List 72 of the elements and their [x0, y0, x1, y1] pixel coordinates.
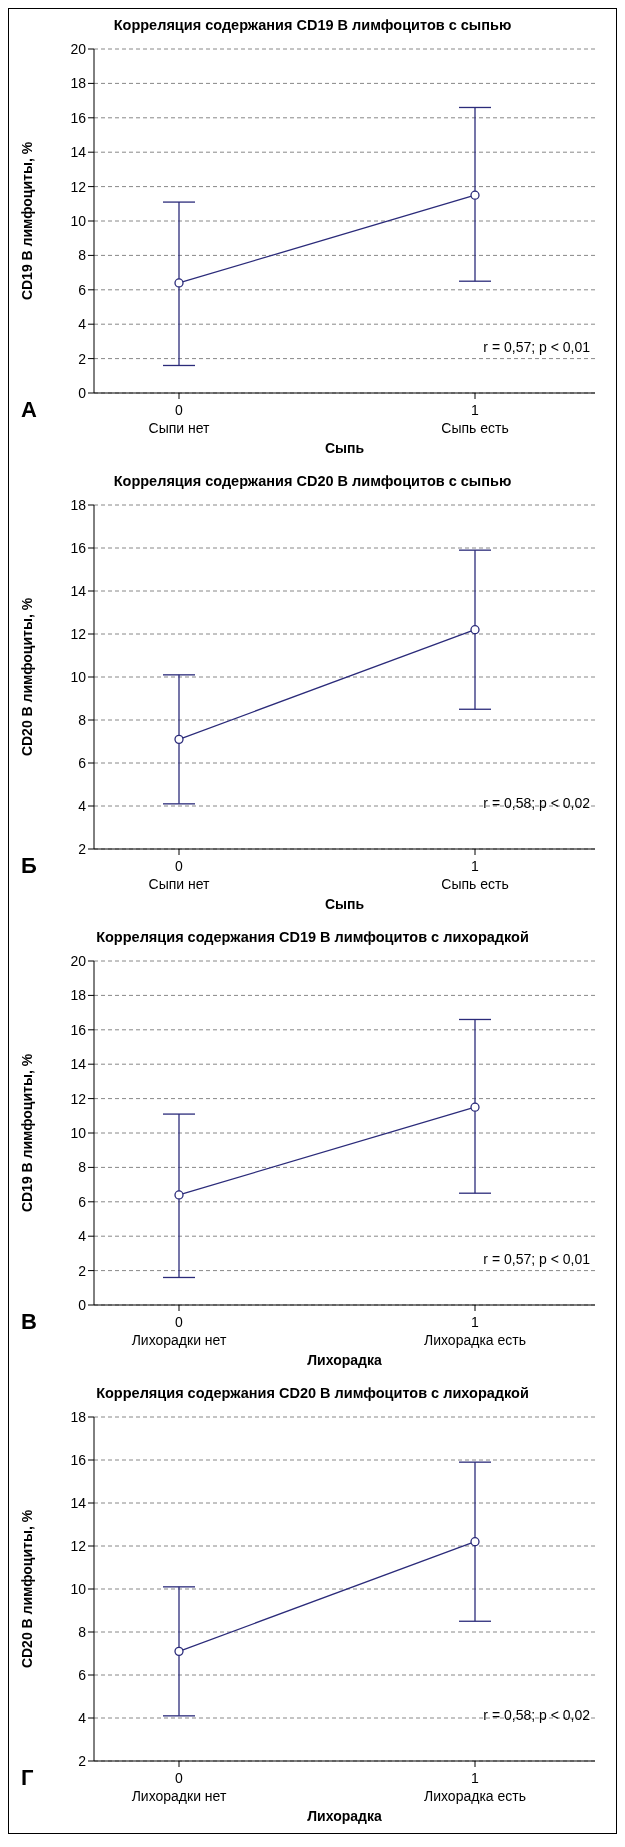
y-tick-label: 14 — [70, 1056, 87, 1073]
text: Сыпи нет — [148, 420, 211, 436]
text: Лихорадки нет — [131, 1788, 227, 1804]
y-axis-title: CD19 В лимфоциты, % — [18, 141, 35, 301]
y-tick-label: 2 — [78, 1752, 87, 1769]
x-axis-title: Лихорадка — [307, 1808, 382, 1824]
text: Сыпи нет — [148, 876, 211, 892]
y-tick-label: 16 — [70, 1021, 87, 1038]
annotation: r = 0,58; p < 0,02 — [483, 795, 590, 811]
y-tick-label: 10 — [70, 1580, 87, 1597]
y-tick-label: 18 — [70, 987, 87, 1004]
y-tick-label: 10 — [70, 212, 87, 229]
text: Г — [21, 1765, 34, 1791]
y-tick-label: 2 — [78, 840, 87, 857]
y-axis-title: CD19 В лимфоциты, % — [18, 1053, 35, 1213]
y-tick-label: 16 — [70, 1451, 87, 1468]
x-axis-title: Сыпь — [324, 440, 365, 456]
text: В — [21, 1309, 37, 1335]
y-tick-label: 8 — [78, 247, 87, 264]
x-tick-label: 1 — [471, 858, 480, 874]
y-tick-label: 20 — [70, 952, 87, 969]
y-tick-label: 4 — [78, 797, 87, 814]
y-tick-label: 8 — [78, 711, 87, 728]
text: Лихорадка есть — [424, 1788, 526, 1804]
text: Лихорадки нет — [131, 1332, 227, 1348]
text: Б — [21, 853, 37, 879]
x-tick-label: 1 — [471, 402, 480, 418]
y-tick-label: 16 — [70, 109, 87, 126]
x-axis-title: Сыпь — [324, 896, 365, 912]
y-tick-label: 20 — [70, 40, 87, 57]
x-tick-label: 1 — [471, 1770, 480, 1786]
annotation: r = 0,57; p < 0,01 — [483, 1251, 590, 1267]
y-tick-label: 14 — [70, 144, 87, 161]
chart-title: Корреляция содержания CD20 В лимфоцитов с сыпью — [112, 472, 513, 491]
y-tick-label: 6 — [78, 754, 87, 771]
y-tick-label: 6 — [78, 1193, 87, 1210]
y-tick-label: 0 — [78, 384, 87, 401]
text: Сыпь есть — [441, 876, 509, 892]
y-tick-label: 16 — [70, 539, 87, 556]
y-tick-label: 6 — [78, 281, 87, 298]
y-tick-label: 14 — [70, 1494, 87, 1511]
y-tick-label: 10 — [70, 668, 87, 685]
y-tick-label: 12 — [70, 1090, 87, 1107]
text: Лихорадка есть — [424, 1332, 526, 1348]
chart-title: Корреляция содержания CD19 В лимфоцитов с лихорадкой — [95, 928, 530, 947]
y-tick-label: 8 — [78, 1623, 87, 1640]
y-tick-label: 4 — [78, 316, 87, 333]
y-tick-label: 4 — [78, 1709, 87, 1726]
y-tick-label: 12 — [70, 625, 87, 642]
y-tick-label: 10 — [70, 1124, 87, 1141]
y-tick-label: 12 — [70, 178, 87, 195]
annotation: r = 0,57; p < 0,01 — [483, 339, 590, 355]
y-tick-label: 4 — [78, 1228, 87, 1245]
annotation: r = 0,58; p < 0,02 — [483, 1707, 590, 1723]
y-tick-label: 18 — [70, 75, 87, 92]
y-tick-label: 18 — [70, 1408, 87, 1425]
text: Сыпь есть — [441, 420, 509, 436]
y-tick-label: 8 — [78, 1159, 87, 1176]
y-axis-title: CD20 В лимфоциты, % — [18, 1509, 35, 1669]
chart-title: Корреляция содержания CD20 В лимфоцитов с лихорадкой — [95, 1384, 530, 1403]
x-tick-label: 1 — [471, 1314, 480, 1330]
y-tick-label: 2 — [78, 350, 87, 367]
y-tick-label: 6 — [78, 1666, 87, 1683]
chart-title: Корреляция содержания CD19 В лимфоцитов с сыпью — [112, 16, 513, 35]
y-tick-label: 12 — [70, 1537, 87, 1554]
x-axis-title: Лихорадка — [307, 1352, 382, 1368]
text: А — [21, 397, 37, 423]
y-tick-label: 0 — [78, 1296, 87, 1313]
y-axis-title: CD20 В лимфоциты, % — [18, 597, 35, 757]
y-tick-label: 18 — [70, 496, 87, 513]
y-tick-label: 2 — [78, 1262, 87, 1279]
y-tick-label: 14 — [70, 582, 87, 599]
